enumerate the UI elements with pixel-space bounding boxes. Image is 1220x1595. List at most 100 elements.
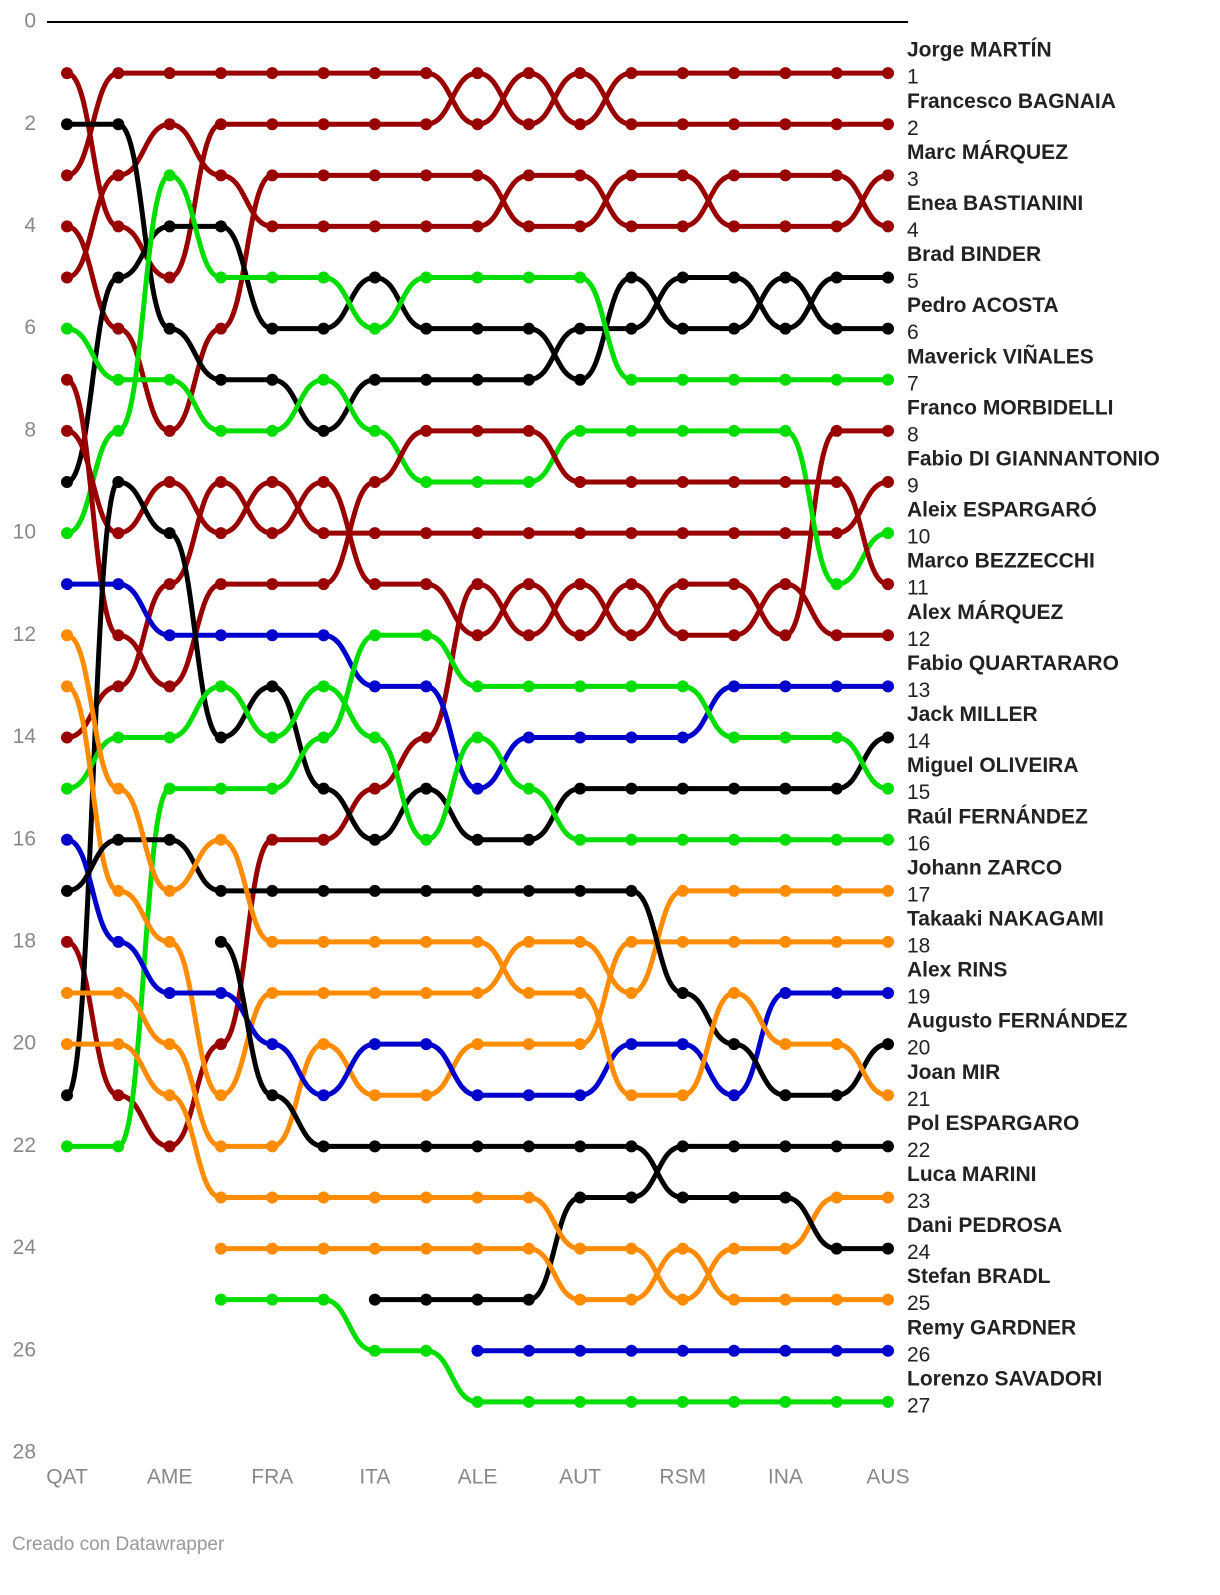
rider-dot [676, 782, 689, 795]
rider-dot [112, 169, 125, 182]
rider-dot [471, 67, 484, 80]
rider-dot [61, 1089, 73, 1102]
rider-dot [882, 373, 894, 386]
y-tick-label: 0 [24, 10, 36, 33]
rider-dot [728, 1293, 741, 1306]
rider-dot [214, 1038, 227, 1051]
rider-dot [676, 731, 689, 744]
rider-dot [163, 220, 176, 233]
rider-dot [728, 1344, 741, 1357]
rider-name: Fabio DI GIANNANTONIO [907, 448, 1160, 471]
rider-dot [830, 424, 843, 437]
y-tick-label: 4 [24, 214, 36, 237]
rider-dot [420, 1293, 433, 1306]
rider-dot [471, 169, 484, 182]
rider-dot [163, 527, 176, 540]
rider-dot [214, 475, 227, 488]
rider-dot [368, 1344, 381, 1357]
rider-dot [625, 1191, 638, 1204]
rider-name: Raúl FERNÁNDEZ [907, 805, 1088, 828]
rider-line [220, 1297, 888, 1405]
rider-name: Luca MARINI [907, 1163, 1037, 1186]
rider-name: Miguel OLIVEIRA [907, 754, 1079, 777]
rider-dot [779, 1038, 792, 1051]
rider-dot [830, 833, 843, 846]
rider-dot [728, 373, 741, 386]
rider-dot [728, 527, 741, 540]
rider-dot [522, 1242, 535, 1255]
rider-dot [728, 782, 741, 795]
rider-dot [163, 578, 176, 591]
rider-dot [882, 169, 894, 182]
rider-dot [420, 67, 433, 80]
rider-dot [266, 782, 279, 795]
rider-dot [676, 1191, 689, 1204]
rider-dot [728, 629, 741, 642]
y-tick-label: 22 [13, 1134, 36, 1157]
rider-dot [625, 67, 638, 80]
rider-dot [779, 271, 792, 284]
rider-dot [420, 1038, 433, 1051]
rider-dot [676, 1344, 689, 1357]
rider-dot [830, 373, 843, 386]
rider-dot [882, 884, 894, 897]
rider-dot [574, 424, 587, 437]
rider-name: Augusto FERNÁNDEZ [907, 1010, 1128, 1033]
rider-dot [266, 935, 279, 948]
rider-dot [317, 731, 330, 744]
rider-rank: 18 [907, 934, 930, 957]
rider-dot [522, 322, 535, 335]
rider-dot [112, 833, 125, 846]
rider-dot [676, 578, 689, 591]
x-tick-label: INA [768, 1466, 803, 1489]
rider-dot [214, 424, 227, 437]
rider-dot [728, 169, 741, 182]
rider-dot [676, 987, 689, 1000]
rider-dot [471, 680, 484, 693]
rider-dot [112, 578, 125, 591]
rider-dot [676, 169, 689, 182]
rider-dot [266, 220, 279, 233]
rider-dot [882, 271, 894, 284]
rider-dot [625, 935, 638, 948]
rider-dot [471, 1344, 484, 1357]
rider-dot [266, 373, 279, 386]
rider-dot [830, 1395, 843, 1408]
rider-dot [420, 475, 433, 488]
rider-dot [882, 782, 894, 795]
rider-dot [625, 1395, 638, 1408]
rider-dot [882, 1191, 894, 1204]
rider-dot [830, 271, 843, 284]
rider-dot [163, 475, 176, 488]
rider-rank: 22 [907, 1139, 930, 1162]
rider-name: Pedro ACOSTA [907, 294, 1059, 317]
rider-dot [420, 527, 433, 540]
rider-dot [317, 67, 330, 80]
rider-dot [625, 527, 638, 540]
rider-dot [779, 322, 792, 335]
rider-dot [266, 884, 279, 897]
rider-dot [625, 884, 638, 897]
source-note: Creado con Datawrapper [12, 1534, 225, 1555]
rider-dot [317, 475, 330, 488]
y-tick-label: 14 [13, 725, 37, 748]
rider-name: Maverick VIÑALES [907, 345, 1094, 368]
rider-dot [779, 629, 792, 642]
rider-dot [882, 1089, 894, 1102]
rider-dot [163, 680, 176, 693]
rider-dot [574, 67, 587, 80]
rider-dot [317, 169, 330, 182]
rider-dot [317, 629, 330, 642]
rider-dot [779, 731, 792, 744]
rider-dot [625, 1038, 638, 1051]
rider-dot [163, 731, 176, 744]
rider-name: Joan MIR [907, 1061, 1000, 1084]
rider-dot [779, 169, 792, 182]
rider-dot [728, 1242, 741, 1255]
rider-dot [61, 373, 73, 386]
rider-rank: 8 [907, 423, 919, 446]
rider-dot [266, 1140, 279, 1153]
rider-dot [214, 731, 227, 744]
rider-rank: 27 [907, 1394, 930, 1417]
y-tick-label: 24 [13, 1236, 37, 1259]
